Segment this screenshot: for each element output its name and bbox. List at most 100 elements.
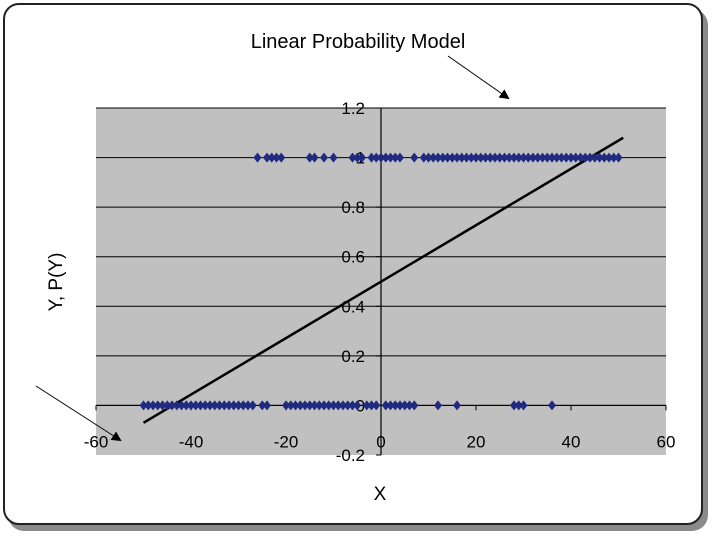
- data-point: [229, 400, 238, 411]
- data-point: [210, 400, 219, 411]
- data-point: [296, 400, 305, 411]
- data-point: [353, 152, 362, 163]
- data-point: [381, 152, 390, 163]
- data-point: [310, 152, 319, 163]
- data-point: [419, 152, 428, 163]
- data-point: [215, 400, 224, 411]
- data-point: [434, 400, 442, 411]
- data-point: [467, 152, 476, 163]
- data-point: [377, 152, 385, 163]
- data-point: [524, 152, 533, 163]
- data-point: [201, 400, 210, 411]
- data-point: [320, 152, 328, 163]
- chart-title: Linear Probability Model: [251, 31, 466, 53]
- data-point: [253, 152, 262, 163]
- y-tick-label: 0.2: [341, 347, 365, 366]
- data-point: [396, 400, 404, 411]
- data-point: [310, 400, 319, 411]
- data-point: [457, 152, 466, 163]
- data-point: [329, 400, 338, 411]
- data-point: [343, 400, 352, 411]
- data-point: [410, 152, 419, 163]
- y-axis-label: Y, P(Y): [46, 253, 67, 312]
- data-point: [576, 152, 585, 163]
- data-point: [533, 152, 542, 163]
- data-point: [510, 152, 518, 163]
- data-point: [263, 400, 271, 411]
- data-point: [187, 400, 195, 411]
- data-point: [609, 152, 618, 163]
- data-point: [225, 400, 233, 411]
- data-point: [234, 400, 243, 411]
- x-tick-label: 0: [376, 432, 385, 451]
- data-point: [552, 152, 561, 163]
- data-point: [358, 152, 366, 163]
- data-point: [334, 400, 343, 411]
- data-point: [481, 152, 490, 163]
- data-point: [400, 400, 409, 411]
- data-point: [320, 400, 328, 411]
- data-point: [391, 400, 400, 411]
- data-point: [505, 152, 514, 163]
- data-point: [305, 400, 314, 411]
- data-point: [605, 152, 613, 163]
- data-point: [182, 400, 191, 411]
- data-point: [557, 152, 566, 163]
- data-point: [244, 400, 252, 411]
- data-point: [562, 152, 571, 163]
- data-point: [196, 400, 205, 411]
- data-point: [424, 152, 433, 163]
- data-point: [548, 400, 556, 411]
- data-point: [391, 152, 400, 163]
- data-point: [476, 152, 485, 163]
- data-point: [267, 152, 276, 163]
- y-tick-label: 1.2: [341, 99, 365, 118]
- data-point: [453, 152, 461, 163]
- data-point: [529, 152, 537, 163]
- data-point: [514, 152, 523, 163]
- data-point: [567, 152, 575, 163]
- data-point: [381, 400, 390, 411]
- data-points: [139, 152, 623, 411]
- data-point: [438, 152, 447, 163]
- data-point: [462, 152, 471, 163]
- data-point: [329, 152, 338, 163]
- data-point: [429, 152, 438, 163]
- data-point: [168, 400, 176, 411]
- data-point: [514, 400, 523, 411]
- title-arrow: [447, 55, 510, 100]
- x-tick-label: -40: [179, 432, 204, 451]
- data-point: [367, 152, 376, 163]
- data-point: [590, 152, 599, 163]
- data-point: [172, 400, 181, 411]
- data-point: [362, 400, 371, 411]
- data-point: [158, 400, 167, 411]
- data-point: [519, 400, 528, 411]
- data-point: [448, 152, 457, 163]
- data-point: [239, 400, 248, 411]
- data-point: [443, 152, 452, 163]
- y-tick-label: 0.6: [341, 248, 365, 267]
- x-axis-label: X: [374, 484, 387, 505]
- data-point: [220, 400, 229, 411]
- data-point: [548, 152, 556, 163]
- data-point: [386, 400, 395, 411]
- data-point: [614, 152, 623, 163]
- data-point: [586, 152, 594, 163]
- data-point: [206, 400, 214, 411]
- data-point: [248, 400, 257, 411]
- data-point: [153, 400, 162, 411]
- y-tick-label: 0.4: [341, 297, 365, 316]
- data-point: [277, 152, 286, 163]
- data-point: [324, 400, 333, 411]
- x-tick-label: 20: [467, 432, 486, 451]
- data-point: [339, 400, 347, 411]
- data-point: [519, 152, 528, 163]
- data-point: [139, 400, 148, 411]
- data-point: [291, 400, 300, 411]
- y-tick-label: 0.8: [341, 198, 365, 217]
- data-point: [405, 400, 414, 411]
- data-point: [571, 152, 580, 163]
- data-point: [386, 152, 395, 163]
- data-point: [396, 152, 404, 163]
